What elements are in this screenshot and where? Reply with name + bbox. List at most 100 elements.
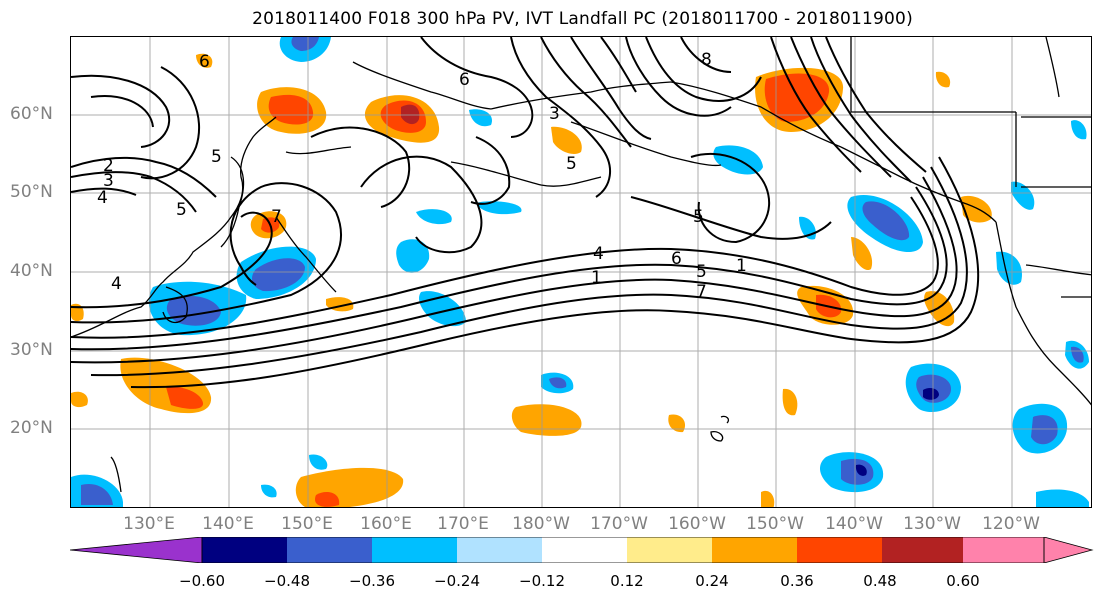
longitude-label: 130°E (123, 514, 175, 534)
colorbar (70, 537, 1094, 563)
pv-negative-core (251, 258, 305, 292)
longitude-label: 140°W (825, 514, 883, 534)
colorbar-tick-label: −0.36 (349, 572, 395, 590)
latitude-label: 60°N (10, 104, 53, 124)
contour-label: 5 (693, 207, 704, 227)
pv-positive-region (935, 71, 951, 88)
pv-positive-core (268, 94, 314, 125)
pv-negative-region (396, 239, 430, 273)
pv-positive-region (71, 391, 88, 408)
pv-negative-region (309, 454, 328, 470)
graticule (71, 37, 1091, 507)
pv-positive-core (401, 104, 420, 125)
latitude-label: 50°N (10, 182, 53, 202)
pv-negative-core (166, 295, 221, 326)
ivt-contours (71, 37, 980, 389)
pv-negative-region (476, 201, 522, 215)
colorbar-segment (963, 537, 1044, 563)
colorbar-tick-label: −0.48 (264, 572, 310, 590)
colorbar-segment (882, 537, 963, 563)
colorbar-tick-label: 0.36 (780, 572, 814, 590)
colorbar-segment (457, 537, 542, 563)
pv-negative-core (291, 37, 319, 51)
contour-label: 4 (97, 188, 108, 208)
colorbar-tick-label: 0.48 (863, 572, 897, 590)
pv-positive-core (315, 492, 340, 507)
colorbar-tick-label: −0.60 (179, 572, 225, 590)
pv-positive-region (961, 195, 992, 223)
longitude-label: 130°W (903, 514, 961, 534)
pv-negative-region (996, 251, 1022, 285)
contour-label: 8 (701, 50, 712, 70)
contour-label: 2 (103, 156, 114, 176)
longitude-label: 150°E (281, 514, 333, 534)
pv-positive-region (511, 404, 582, 436)
map-title: 2018011400 F018 300 hPa PV, IVT Landfall… (252, 9, 913, 29)
pv-negative-region (416, 209, 452, 225)
colorbar-tick-label: 0.12 (610, 572, 644, 590)
contour-label: 1 (591, 268, 602, 288)
longitude-label: 160°E (360, 514, 412, 534)
contour-label: 6 (199, 52, 210, 72)
colorbar-tick-label: −0.12 (519, 572, 565, 590)
colorbar-tick-label: 0.24 (695, 572, 729, 590)
pv-positive-region (196, 53, 213, 68)
contour-label: 6 (459, 70, 470, 90)
contour-label: 4 (593, 244, 604, 264)
longitude-label: 120°W (982, 514, 1040, 534)
colorbar-segment (372, 537, 457, 563)
pv-positive-core (166, 386, 204, 409)
contour-label: 3 (103, 171, 114, 191)
latitude-label: 20°N (10, 418, 53, 438)
pv-negative-core (81, 483, 113, 505)
longitude-label: 140°E (202, 514, 254, 534)
contour-label: 6 (671, 249, 682, 269)
contour-label: 7 (271, 207, 282, 227)
contour-label: 4 (111, 274, 122, 294)
pv-positive-region (851, 237, 873, 271)
contour-label: 7 (696, 282, 707, 302)
contour-label: 1 (736, 256, 747, 276)
contour-label: 5 (696, 262, 707, 282)
colorbar-tick-label: 0.60 (946, 572, 980, 590)
pv-negative-core (1031, 415, 1058, 445)
colorbar-segment (287, 537, 372, 563)
longitude-label: 150°W (746, 514, 804, 534)
longitude-label: 170°W (590, 514, 648, 534)
pv-negative-region (1071, 120, 1087, 140)
colorbar-segment (712, 537, 797, 563)
colorbar-tick-label: −0.24 (434, 572, 480, 590)
colorbar-segment (542, 537, 627, 563)
latitude-label: 40°N (10, 261, 53, 281)
pv-negative-region (1011, 181, 1035, 210)
longitude-label: 160°W (668, 514, 726, 534)
pv-positive-region (551, 126, 582, 154)
contour-label: 5 (566, 154, 577, 174)
coastlines (71, 37, 1091, 493)
colorbar-extend-low (70, 537, 203, 563)
contour-label: 5 (211, 147, 222, 167)
pv-negative-region (469, 109, 492, 127)
longitude-label: 170°E (437, 514, 489, 534)
pv-negative-region (261, 484, 277, 498)
colorbar-segment (627, 537, 712, 563)
pv-negative-core (923, 387, 939, 400)
colorbar-segment (202, 537, 287, 563)
pv-positive-region (668, 414, 686, 433)
pv-negative-core (855, 464, 867, 476)
pv-negative-core (862, 201, 910, 241)
colorbar-segment (797, 537, 882, 563)
contour-label: 5 (176, 200, 187, 220)
pv-anomaly-fills (71, 37, 1089, 507)
pv-positive-region (782, 388, 798, 416)
pv-negative-core (549, 377, 567, 389)
map-panel: 6 6 2 3 4 5 5 7 5 5 4 6 5 1 7 1 8 3 4 (70, 36, 1092, 508)
map-svg: 6 6 2 3 4 5 5 7 5 5 4 6 5 1 7 1 8 3 4 (71, 37, 1091, 507)
contour-label: 3 (549, 104, 560, 124)
latitude-label: 30°N (10, 340, 53, 360)
colorbar-extend-high (1043, 537, 1094, 563)
longitude-label: 180°W (512, 514, 570, 534)
pv-negative-region (1036, 489, 1089, 507)
contour-labels: 6 6 2 3 4 5 5 7 5 5 4 6 5 1 7 1 8 3 4 (97, 50, 747, 302)
pv-positive-region (761, 490, 775, 507)
